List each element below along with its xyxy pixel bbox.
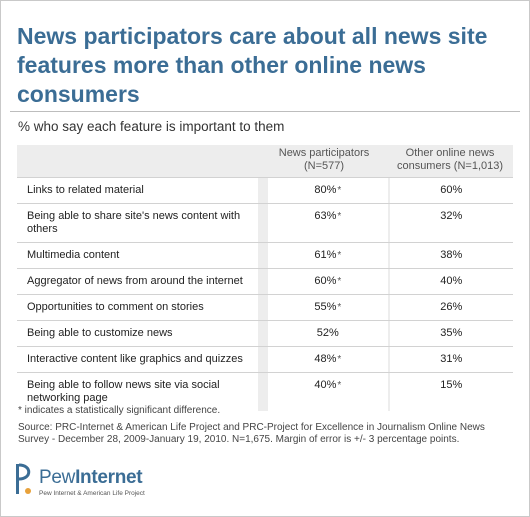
table-body: Links to related material 80%* 60% Being ab…	[17, 177, 513, 411]
footnote: * indicates a statistically significant …	[18, 405, 221, 416]
chart-title: News participators care about all news s…	[17, 23, 488, 107]
others-value-cell: 40%	[389, 269, 513, 294]
others-value-cell: 26%	[389, 295, 513, 320]
table-row: Multimedia content 61%* 38%	[17, 242, 513, 268]
others-value-cell: 38%	[389, 243, 513, 268]
column-gap	[387, 321, 390, 346]
row-label: Being able to share site's news content …	[17, 204, 259, 242]
column-header-participators: News participators (N=577)	[278, 147, 370, 172]
column-gap	[387, 347, 390, 372]
participators-value: 80%	[314, 184, 337, 196]
column-gap	[258, 178, 269, 203]
others-value: 60%	[440, 184, 463, 196]
significance-marker: *	[337, 380, 342, 391]
participators-value-cell: 63%*	[268, 204, 388, 242]
participators-value-cell: 60%*	[268, 269, 388, 294]
participators-value: 63%	[314, 210, 337, 222]
others-value: 35%	[440, 327, 463, 339]
column-gap	[387, 373, 390, 411]
logo-wordmark: PewInternet	[39, 467, 143, 489]
data-table: News participators (N=577) Other online …	[17, 145, 513, 411]
row-label: Opportunities to comment on stories	[17, 295, 259, 320]
significance-marker: *	[337, 250, 342, 261]
participators-value: 48%	[314, 353, 337, 365]
others-value-cell: 60%	[389, 178, 513, 203]
column-gap	[258, 295, 269, 320]
table-header: News participators (N=577) Other online …	[17, 145, 513, 177]
others-value: 40%	[440, 275, 463, 287]
logo-wordmark-part2: Internet	[75, 467, 143, 488]
participators-value-cell: 80%*	[268, 178, 388, 203]
table-row: Interactive content like graphics and qu…	[17, 346, 513, 372]
table-row: Being able to share site's news content …	[17, 203, 513, 242]
significance-marker: *	[337, 354, 342, 365]
row-label: Links to related material	[17, 178, 259, 203]
significance-marker: *	[337, 276, 342, 287]
title-divider	[10, 111, 520, 112]
others-value: 31%	[440, 353, 463, 365]
chart-subtitle: % who say each feature is important to t…	[18, 119, 285, 134]
pew-logo-icon	[16, 463, 31, 494]
column-gap	[258, 269, 269, 294]
column-gap	[387, 269, 390, 294]
logo-tagline: Pew Internet & American Life Project	[39, 490, 145, 497]
column-gap	[258, 347, 269, 372]
table-row: Being able to customize news 52% 35%	[17, 320, 513, 346]
others-value: 26%	[440, 301, 463, 313]
others-value: 32%	[440, 210, 463, 222]
pew-internet-logo: PewInternet Pew Internet & American Life…	[14, 462, 194, 502]
participators-value-cell: 40%*	[268, 373, 388, 411]
row-label: Being able to customize news	[17, 321, 259, 346]
table-row: Opportunities to comment on stories 55%* 2…	[17, 294, 513, 320]
significance-marker: *	[337, 185, 342, 196]
logo-wordmark-part1: Pew	[39, 467, 76, 488]
others-value-cell: 32%	[389, 204, 513, 242]
row-label: Being able to follow news site via socia…	[17, 373, 259, 411]
column-gap	[387, 204, 390, 242]
row-label: Multimedia content	[17, 243, 259, 268]
participators-value: 60%	[314, 275, 337, 287]
participators-value-cell: 55%*	[268, 295, 388, 320]
column-gap	[387, 295, 390, 320]
others-value-cell: 35%	[389, 321, 513, 346]
significance-marker: *	[337, 211, 342, 222]
column-gap	[258, 373, 269, 411]
source-note: Source: PRC-Internet & American Life Pro…	[18, 422, 485, 445]
table-row: Being able to follow news site via socia…	[17, 372, 513, 411]
participators-value: 52%	[316, 327, 339, 339]
column-gap	[258, 243, 269, 268]
participators-value: 61%	[314, 249, 337, 261]
others-value: 15%	[440, 379, 463, 391]
row-label: Aggregator of news from around the inter…	[17, 269, 259, 294]
participators-value-cell: 61%*	[268, 243, 388, 268]
participators-value: 40%	[314, 379, 337, 391]
column-gap	[387, 178, 390, 203]
others-value-cell: 15%	[389, 373, 513, 411]
table-row: Aggregator of news from around the inter…	[17, 268, 513, 294]
participators-value-cell: 52%	[268, 321, 388, 346]
others-value: 38%	[440, 249, 463, 261]
row-label: Interactive content like graphics and qu…	[17, 347, 259, 372]
participators-value: 55%	[314, 301, 337, 313]
participators-value-cell: 48%*	[268, 347, 388, 372]
column-gap	[258, 204, 269, 242]
table-row: Links to related material 80%* 60%	[17, 177, 513, 203]
others-value-cell: 31%	[389, 347, 513, 372]
column-gap	[258, 321, 269, 346]
significance-marker: *	[337, 302, 342, 313]
column-gap	[387, 243, 390, 268]
column-header-others: Other online news consumers (N=1,013)	[396, 147, 504, 172]
